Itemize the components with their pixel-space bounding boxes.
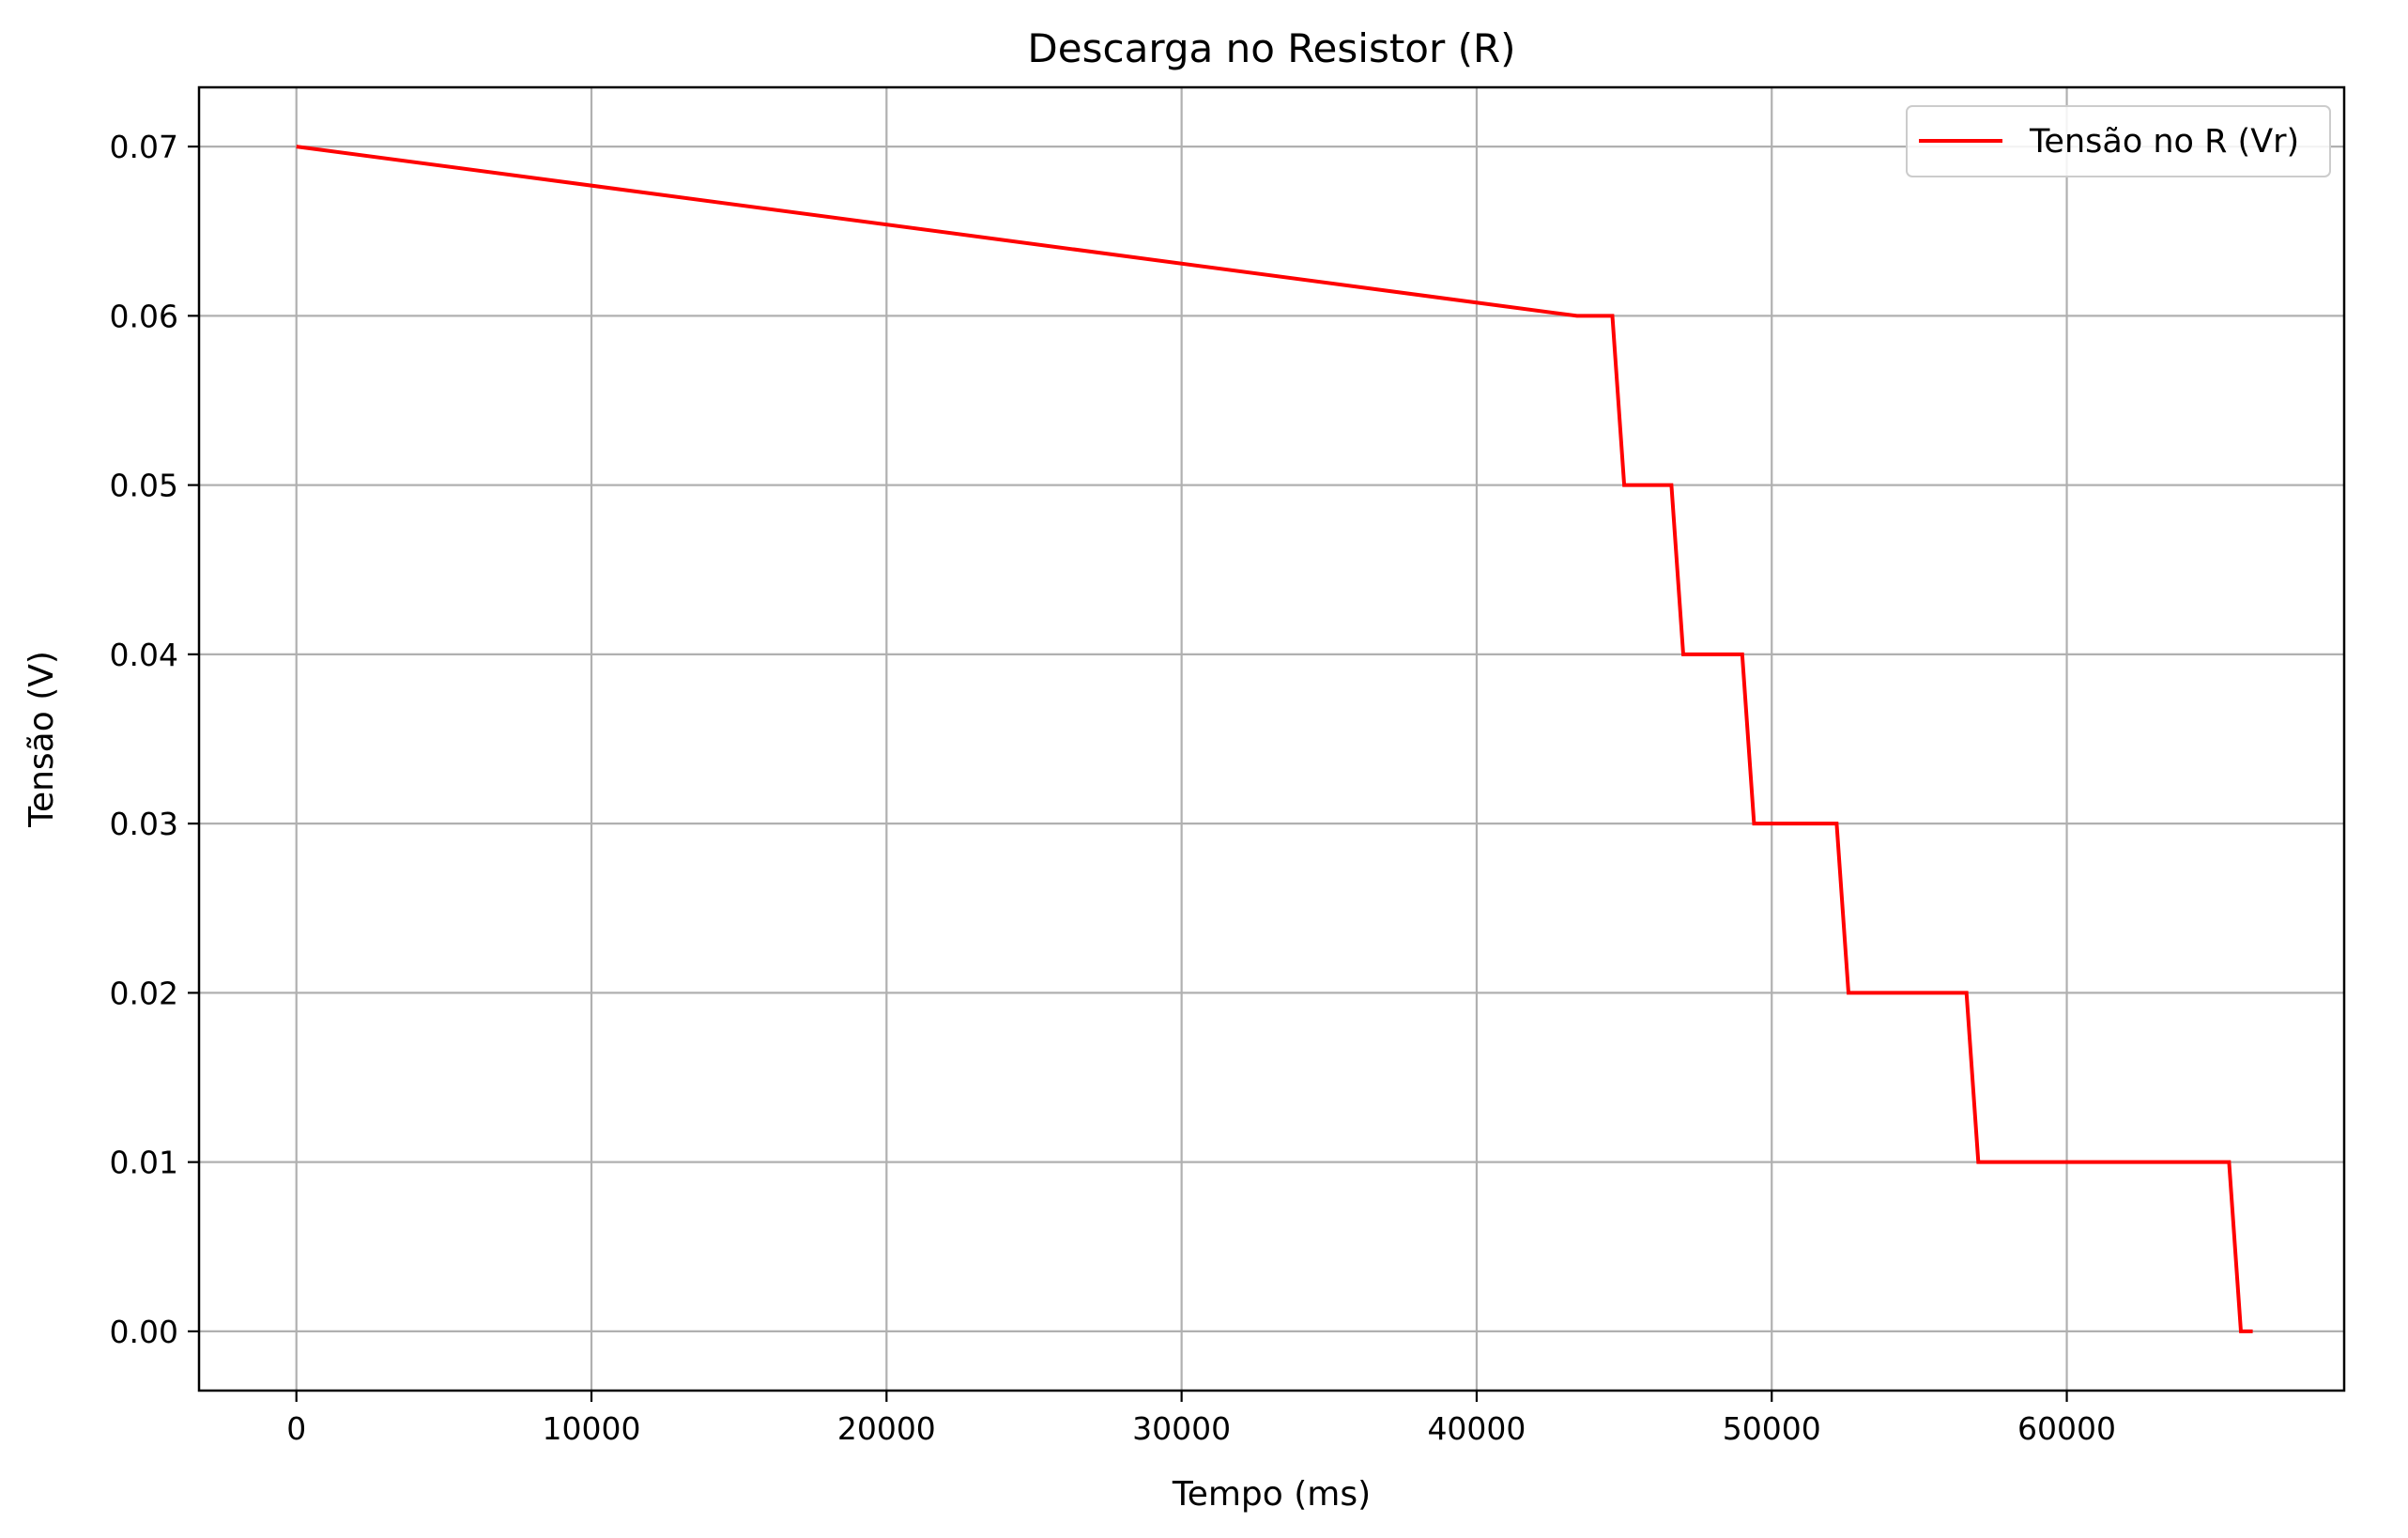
y-axis-label: Tensão (V) — [23, 651, 61, 828]
y-tick-label: 0.02 — [110, 975, 178, 1011]
series-line — [296, 145, 2253, 1333]
grid — [199, 87, 2344, 1391]
x-tick-label: 30000 — [1132, 1410, 1231, 1447]
x-tick-label: 0 — [286, 1410, 306, 1447]
legend-box — [1906, 105, 2331, 177]
x-axis-label: Tempo (ms) — [1172, 1475, 1371, 1514]
y-tick-label: 0.07 — [110, 129, 178, 165]
y-tick-label: 0.05 — [110, 468, 178, 504]
x-tick-label: 20000 — [837, 1410, 936, 1447]
x-tick-label: 50000 — [1723, 1410, 1821, 1447]
y-tick-label: 0.00 — [110, 1314, 178, 1350]
x-tick-label: 10000 — [543, 1410, 641, 1447]
x-tick-label: 40000 — [1427, 1410, 1526, 1447]
x-tick-label: 60000 — [2017, 1410, 2116, 1447]
y-tick-label: 0.03 — [110, 806, 178, 842]
y-tick-label: 0.01 — [110, 1145, 178, 1181]
y-tick-label: 0.06 — [110, 298, 178, 334]
y-axis: 0.00 0.01 0.02 0.03 0.04 0.05 0.06 0.07 — [110, 129, 199, 1350]
x-axis: 0 10000 20000 30000 40000 50000 60000 — [286, 1391, 2116, 1447]
chart-title: Descarga no Resistor (R) — [1027, 25, 1515, 71]
legend: Tensão no R (Vr) — [1906, 105, 2331, 177]
legend-label: Tensão no R (Vr) — [2029, 123, 2299, 161]
axes-frame — [197, 85, 2346, 1392]
plot-area — [296, 145, 2253, 1333]
y-tick-label: 0.04 — [110, 637, 178, 673]
